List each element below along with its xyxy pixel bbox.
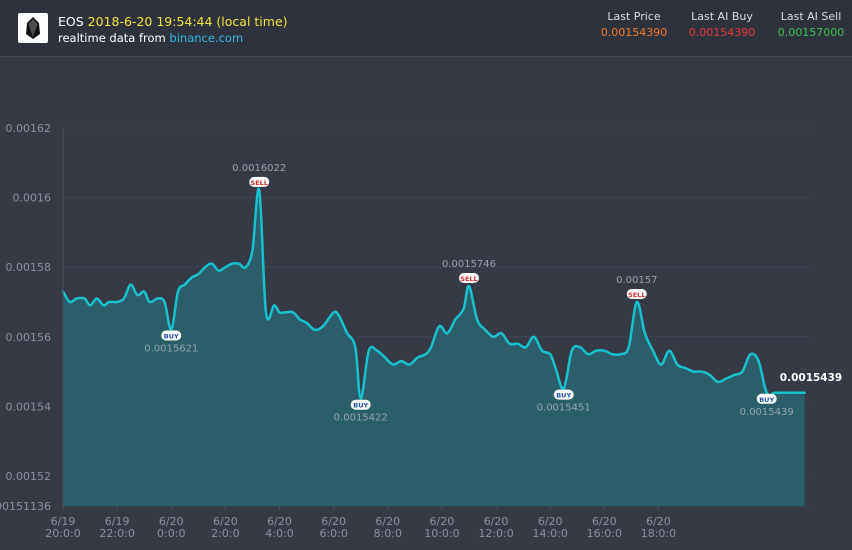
x-tick-date: 6/20	[646, 515, 671, 528]
last-ai-buy-label: Last AI Buy	[691, 10, 753, 23]
signal-value-label: 0.0015451	[537, 403, 591, 414]
source-prefix: realtime data from	[58, 31, 166, 45]
x-tick-date: 6/20	[159, 515, 184, 528]
signal-value-label: 0.0015746	[442, 259, 496, 270]
last-price-stat: Last Price 0.00154390	[598, 10, 670, 39]
y-tick-label: 0.0016	[13, 192, 52, 205]
x-tick-date: 6/20	[484, 515, 509, 528]
source-link[interactable]: binance.com	[169, 31, 244, 45]
signal-markers: BUY 0.0015621 SELL 0.0016022 BUY 0.0015422 SEL…	[144, 163, 842, 424]
x-tick-time: 18:0:0	[641, 527, 676, 540]
sell-signal[interactable]: SELL 0.0015746	[442, 259, 496, 283]
buy-signal[interactable]: BUY 0.0015439	[740, 393, 794, 418]
buy-signal[interactable]: BUY 0.0015451	[537, 389, 591, 414]
signal-type-label: BUY	[759, 396, 774, 404]
timestamp: 2018-6-20 19:54:44 (local time)	[87, 14, 288, 29]
y-tick-label: 0.00162	[6, 122, 52, 135]
buy-signal[interactable]: BUY 0.0015621	[144, 330, 198, 354]
last-ai-sell-value: 0.00157000	[777, 26, 845, 39]
last-ai-sell-stat: Last AI Sell 0.00157000	[775, 10, 847, 39]
x-tick-date: 6/19	[105, 515, 130, 528]
signal-badge	[161, 330, 182, 341]
y-tick-label: 0.00152	[6, 470, 52, 483]
last-ai-buy-value: 0.00154390	[688, 26, 756, 39]
signal-type-label: BUY	[556, 392, 571, 400]
sell-signal[interactable]: SELL 0.00157	[616, 275, 657, 299]
x-tick-time: 4:0:0	[265, 527, 293, 540]
signal-value-label: 0.0015621	[144, 343, 198, 354]
signal-type-label: BUY	[164, 332, 179, 340]
x-tick-time: 10:0:0	[424, 527, 459, 540]
x-tick-time: 0:0:0	[157, 527, 185, 540]
y-axis: 0.00162 0.0016 0.00158 0.00156 0.00154 0.0015…	[0, 122, 64, 513]
eos-logo	[18, 13, 48, 43]
x-tick-date: 6/20	[267, 515, 292, 528]
price-area-fill	[63, 188, 805, 506]
signal-value-label: 0.0015422	[334, 413, 388, 424]
signal-value-label: 0.00157	[616, 275, 657, 286]
signal-badge	[626, 288, 647, 299]
signal-type-label: SELL	[251, 179, 268, 187]
last-price-label: Last Price	[607, 10, 661, 23]
header-bar: EOS 2018-6-20 19:54:44 (local time) real…	[0, 0, 852, 57]
page-title: EOS 2018-6-20 19:54:44 (local time)	[58, 14, 288, 29]
x-tick-time: 8:0:0	[374, 527, 402, 540]
signal-badge	[458, 272, 479, 283]
x-tick-time: 16:0:0	[587, 527, 622, 540]
x-tick-date: 6/20	[213, 515, 238, 528]
x-tick-time: 22:0:0	[99, 527, 134, 540]
last-ai-sell-label: Last AI Sell	[780, 10, 842, 23]
x-tick-date: 6/20	[321, 515, 346, 528]
y-tick-label: 0.00158	[6, 261, 52, 274]
signal-badge	[350, 399, 371, 410]
signal-value-label: 0.0015439	[740, 407, 794, 418]
y-tick-label: 0.00151136	[0, 500, 51, 513]
signal-type-label: SELL	[628, 291, 645, 299]
last-ai-buy-stat: Last AI Buy 0.00154390	[686, 10, 758, 39]
x-tick-date: 6/20	[430, 515, 455, 528]
x-tick-time: 20:0:0	[45, 527, 80, 540]
last-value-label: 0.0015439	[780, 372, 842, 384]
y-tick-label: 0.00156	[6, 331, 52, 344]
signal-type-label: SELL	[460, 275, 477, 283]
sell-signal[interactable]: SELL 0.0016022	[232, 163, 286, 187]
price-line	[61, 187, 806, 400]
x-tick-date: 6/20	[538, 515, 563, 528]
x-axis: 6/1920:0:06/1922:0:06/200:0:06/202:0:06/…	[45, 506, 676, 540]
x-tick-time: 12:0:0	[478, 527, 513, 540]
signal-type-label: BUY	[353, 402, 368, 410]
signal-value-label: 0.0016022	[232, 163, 286, 174]
symbol-name: EOS	[58, 14, 84, 29]
x-tick-time: 6:0:0	[319, 527, 347, 540]
x-tick-time: 14:0:0	[532, 527, 567, 540]
x-tick-date: 6/19	[51, 515, 76, 528]
signal-badge	[249, 176, 270, 187]
signal-badge	[553, 389, 574, 400]
x-tick-time: 2:0:0	[211, 527, 239, 540]
y-tick-label: 0.00154	[6, 400, 52, 413]
signal-badge	[756, 393, 777, 404]
buy-signal[interactable]: BUY 0.0015422	[334, 399, 388, 424]
x-tick-date: 6/20	[375, 515, 400, 528]
x-tick-date: 6/20	[592, 515, 617, 528]
last-price-value: 0.00154390	[600, 26, 668, 39]
source-line: realtime data from binance.com	[58, 31, 243, 45]
